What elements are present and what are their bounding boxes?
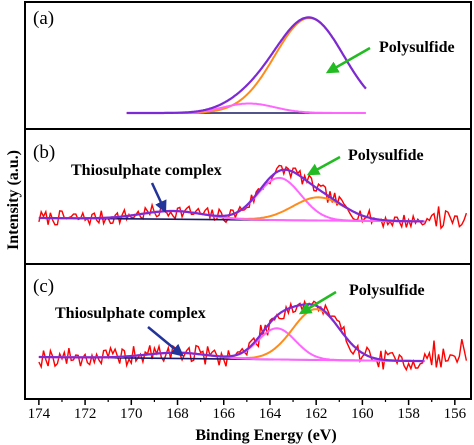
annotation-thiosulphate-b: Thiosulphate complex — [71, 162, 222, 179]
x-tick-label: 168 — [166, 406, 189, 422]
annotation-arrow-polysulfide-a — [325, 46, 371, 74]
plot-frame — [24, 1, 472, 400]
x-tick-label: 170 — [120, 406, 143, 422]
annotation-arrow-thiosulphate-b — [150, 182, 167, 214]
x-tick-label: 172 — [74, 406, 97, 422]
x-tick-label: 164 — [259, 406, 282, 422]
panel-label-b: (b) — [33, 142, 55, 163]
raw-data-line — [38, 299, 468, 372]
annotation-polysulfide-a: Polysulfide — [379, 39, 455, 56]
annotation-arrow-polysulfide-b — [306, 155, 341, 176]
panel-a — [126, 16, 367, 115]
annotation-polysulfide-c: Polysulfide — [349, 282, 425, 299]
panel-b — [38, 164, 468, 230]
x-axis: 174 172 170 168 166 164 162 160 158 156 — [28, 399, 467, 422]
panel-label-a: (a) — [33, 8, 54, 29]
x-tick-label: 158 — [397, 406, 420, 422]
x-tick-label: 174 — [28, 406, 51, 422]
annotation-arrow-thiosulphate-c — [147, 326, 184, 357]
panel-c — [38, 299, 468, 372]
minor-component-line — [126, 102, 366, 114]
x-tick-label: 160 — [351, 406, 374, 422]
panel-label-c: (c) — [33, 276, 54, 297]
annotation-polysulfide-b: Polysulfide — [348, 147, 424, 164]
x-tick-label: 166 — [212, 406, 235, 422]
y-axis-title: Intensity (a.u.) — [5, 150, 22, 250]
x-tick-label: 156 — [444, 406, 467, 422]
annotation-thiosulphate-c: Thiosulphate complex — [55, 305, 206, 322]
envelope-fit-line — [126, 16, 367, 115]
envelope-fit-line — [38, 303, 424, 363]
x-tick-label: 162 — [305, 406, 328, 422]
x-axis-title: Binding Energy (eV) — [195, 427, 336, 444]
envelope-fit-line — [38, 168, 424, 223]
annotation-arrow-polysulfide-c — [298, 290, 337, 315]
